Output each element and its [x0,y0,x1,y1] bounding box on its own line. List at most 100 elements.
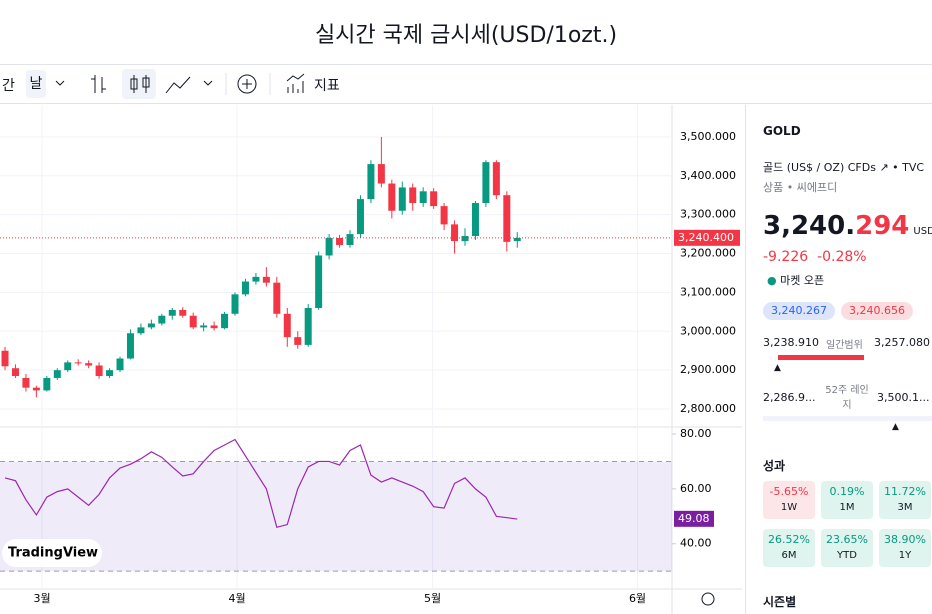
candle-body [95,365,103,377]
settings[interactable] [701,592,715,606]
rsi-last-label: 49.08 [678,512,710,525]
symbol-panel: GOLD 골드 (US$ / OZ) CFDs ↗ • TVC 상품 • 씨에프… [745,105,932,614]
symbol-name: 골드 (US$ / OZ) CFDs ↗ • TVC [763,161,925,174]
year-low: 2,286.9... [763,391,816,404]
day-range-label: 일간범위 [826,340,863,351]
status: ● 마켓 오픈 [767,274,825,287]
performance-period: 1W [780,502,798,513]
candle-body [53,370,61,378]
category: 상품 • 씨에프디 [763,181,838,194]
y-tick-label: 2,800.000 [680,402,736,415]
y-tick-label: 2,900.000 [680,363,736,376]
candle-body [356,199,364,235]
candle-body [210,325,218,329]
candle-body [377,164,385,184]
candle-body [492,162,500,196]
candle-body [241,281,249,295]
performance-tile: 0.19% 1M [821,481,873,519]
candle-body [106,370,114,377]
performance-value: 23.65% [826,533,868,546]
candle-body [430,191,438,207]
day-low: 3,238.910 [763,336,819,349]
candle-body [336,237,344,245]
candle-body [294,337,302,345]
candle-body [471,202,479,237]
day-range-bar [778,355,864,360]
x-tick-label: 5월 [424,592,441,605]
performance-tile: 11.72% 3M [879,481,931,519]
interval-button[interactable]: 날 [26,70,46,98]
performance-period: 3M [897,502,913,513]
rsi-badge [674,510,714,527]
x-tick-label: 3월 [33,592,50,605]
chart: 3월 4월 5월 6월 2,800.000 2,900.000 3,000.000 3,100… [0,105,742,614]
source: TVC [902,161,925,174]
candle-body [137,327,145,334]
candle-body [1,350,9,367]
candle-body [325,237,333,256]
performance-value: -5.65% [769,485,809,498]
indicators-button[interactable]: 지표 [314,78,340,94]
performance-value: 38.90% [884,533,926,546]
year-high: 3,500.1... [877,391,930,404]
name: 골드 (US$ / OZ) CFDs [763,161,876,174]
candle-body [168,309,176,316]
category: 상품 [763,181,784,194]
rsi-tick-label: 60.00 [680,482,712,495]
candle-body [126,333,134,359]
day-high: 3,257.080 [874,336,930,349]
rsi-tick-label: 40.00 [680,537,712,550]
rsi-tick-label: 80.00 [680,427,712,440]
currency: USD [913,226,932,237]
candle-body [11,368,19,377]
candle-body [388,183,396,211]
logo: TradingView [8,546,98,561]
logo-bg [2,539,102,567]
candle-body [367,164,375,200]
candle-body [461,236,469,242]
x-tick-label: 4월 [229,592,246,605]
change-pct: -0.28% [817,249,867,265]
price-frac: 294 [855,211,910,241]
candle-body [22,377,30,388]
performance-value: 11.72% [884,485,926,498]
y-tick-label: 3,200.000 [680,247,736,260]
candle-body [74,362,82,364]
last-price-label: 3,240.400 [678,231,734,244]
candle-body [158,315,166,324]
candle-body [43,377,51,391]
change-abs: -9.226 [763,249,809,265]
candle-body [116,358,124,371]
seasonal-title: 시즌별 [763,595,797,609]
price: 3,240.294 USD [763,211,932,241]
performance-period: 1Y [898,550,912,561]
candle-body [85,363,93,366]
rsi-band [0,461,672,572]
performance-value: 26.52% [768,533,810,546]
interval-prefix: 간 [2,78,15,94]
change: -9.226 -0.28% [763,249,867,265]
y-tick-label: 3,500.000 [680,130,736,143]
performance-title: 성과 [763,459,786,473]
candle-body [315,255,323,308]
candle-body [147,323,155,328]
candle-body [482,162,490,203]
candle-button[interactable] [122,69,156,99]
y-tick-label: 3,400.000 [680,169,736,182]
candle-body [231,294,239,314]
performance-tile: -5.65% 1W [763,481,815,519]
candle-body [189,315,197,328]
performance-period: 6M [781,550,797,561]
candle-body [440,206,448,225]
last-price-badge [674,229,740,246]
toolbar: 간 날 지표 [0,65,932,104]
year-range-label: 52주 레인지 [825,385,869,411]
performance-tile: 26.52% 6M [763,529,815,567]
performance-period: YTD [837,550,857,561]
y-tick-label: 3,300.000 [680,208,736,221]
performance-tile: 23.65% YTD [821,529,873,567]
candle-body [304,307,312,345]
candle-body [200,325,208,328]
marker: ▲ [774,363,781,373]
